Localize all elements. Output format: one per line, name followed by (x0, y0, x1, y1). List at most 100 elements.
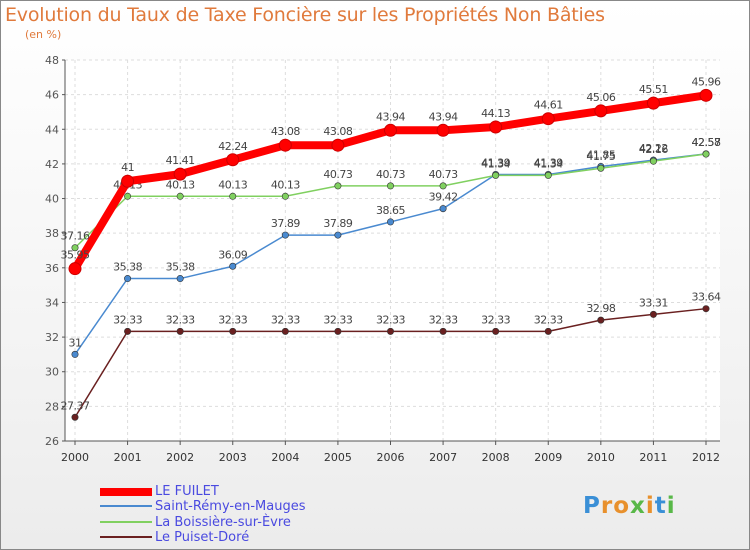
data-point (226, 153, 240, 167)
logo-letter: P (583, 493, 601, 519)
data-label: 40.13 (271, 178, 300, 191)
data-label: 43.94 (376, 110, 405, 123)
data-label: 42.57 (692, 136, 721, 149)
data-point (124, 327, 132, 335)
data-label: 37.16 (61, 230, 90, 243)
data-point (436, 123, 450, 137)
data-point (492, 327, 500, 335)
data-point (121, 174, 135, 188)
data-label: 42.24 (218, 140, 247, 153)
data-point (702, 305, 710, 313)
data-label: 32.33 (113, 313, 142, 326)
data-point (173, 167, 187, 181)
data-label: 44.13 (481, 107, 510, 120)
data-point (334, 182, 342, 190)
x-tick-label: 2009 (534, 451, 562, 464)
logo-letter: i (645, 493, 655, 519)
data-point (124, 275, 132, 283)
x-tick-label: 2001 (114, 451, 142, 464)
plot-area (65, 60, 720, 441)
data-point (334, 327, 342, 335)
data-point (386, 182, 394, 190)
data-label: 35.38 (166, 261, 195, 274)
x-tick-label: 2010 (587, 451, 615, 464)
data-label: 42.22 (639, 142, 668, 155)
legend-swatch (100, 488, 152, 496)
x-tick-label: 2008 (482, 451, 510, 464)
data-label: 45.96 (692, 75, 721, 88)
proxiti-logo: Proxiti (583, 493, 676, 519)
legend-swatch (100, 536, 152, 538)
chart-plot: 26 28 30 32 34 36 38 40 42 44 46 48 2000 2001 2002 2003… (45, 54, 721, 464)
x-tick-label: 2000 (61, 451, 89, 464)
data-point (331, 138, 345, 152)
y-tick-label: 32 (45, 331, 59, 344)
data-point (71, 244, 79, 252)
data-point (124, 192, 132, 200)
data-label: 31 (69, 336, 82, 349)
data-label: 32.33 (166, 313, 195, 326)
data-label: 40.73 (323, 168, 352, 181)
data-point (386, 327, 394, 335)
y-tick-label: 44 (45, 123, 59, 136)
data-point (439, 327, 447, 335)
data-label: 39.42 (429, 191, 458, 204)
data-point (281, 192, 289, 200)
data-label: 45.06 (586, 91, 615, 104)
data-point (646, 96, 660, 110)
legend-label: La Boissière-sur-Èvre (155, 515, 291, 530)
data-label: 45.51 (639, 83, 668, 96)
data-label: 44.61 (534, 99, 563, 112)
data-point (386, 218, 394, 226)
data-point (68, 262, 82, 276)
data-label: 37.89 (271, 217, 300, 230)
data-label: 32.33 (481, 313, 510, 326)
data-label: 37.89 (323, 217, 352, 230)
data-label: 40.13 (218, 178, 247, 191)
data-point (489, 120, 503, 134)
data-label: 36.09 (218, 248, 247, 261)
logo-letter: x (630, 493, 646, 519)
data-point (334, 231, 342, 239)
data-point (71, 350, 79, 358)
data-label: 41.39 (481, 156, 510, 169)
data-point (176, 275, 184, 283)
data-label: 32.33 (376, 313, 405, 326)
data-label: 43.08 (323, 125, 352, 138)
x-tick-label: 2011 (639, 451, 667, 464)
logo-letter: o (613, 493, 631, 519)
data-point (229, 192, 237, 200)
data-point (229, 262, 237, 270)
data-label: 33.31 (639, 296, 668, 309)
data-label: 38.65 (376, 204, 405, 217)
y-tick-label: 34 (45, 296, 59, 309)
data-label: 42.16 (639, 143, 668, 156)
data-point (597, 316, 605, 324)
data-label: 43.94 (429, 110, 458, 123)
data-point (594, 104, 608, 118)
data-point (384, 123, 397, 137)
data-label: 32.33 (218, 313, 247, 326)
data-label: 32.98 (586, 302, 615, 315)
x-tick-label: 2007 (429, 451, 457, 464)
data-label: 32.33 (429, 313, 458, 326)
data-point (649, 157, 657, 165)
data-label: 41 (121, 161, 134, 174)
data-label: 41.34 (481, 157, 510, 170)
data-point (702, 150, 710, 158)
data-label: 41.85 (586, 149, 615, 162)
y-tick-label: 46 (45, 89, 59, 102)
data-label: 32.33 (534, 313, 563, 326)
data-point (544, 327, 552, 335)
logo-letter: i (666, 493, 676, 519)
y-tick-label: 30 (45, 366, 59, 379)
x-tick-label: 2004 (271, 451, 299, 464)
data-label: 32.33 (323, 313, 352, 326)
data-label: 41.75 (586, 150, 615, 163)
x-tick-label: 2012 (692, 451, 720, 464)
y-tick-label: 38 (45, 227, 59, 240)
legend-swatch (100, 505, 152, 507)
data-point (649, 310, 657, 318)
y-tick-label: 48 (45, 54, 59, 67)
legend-swatch (100, 521, 152, 523)
